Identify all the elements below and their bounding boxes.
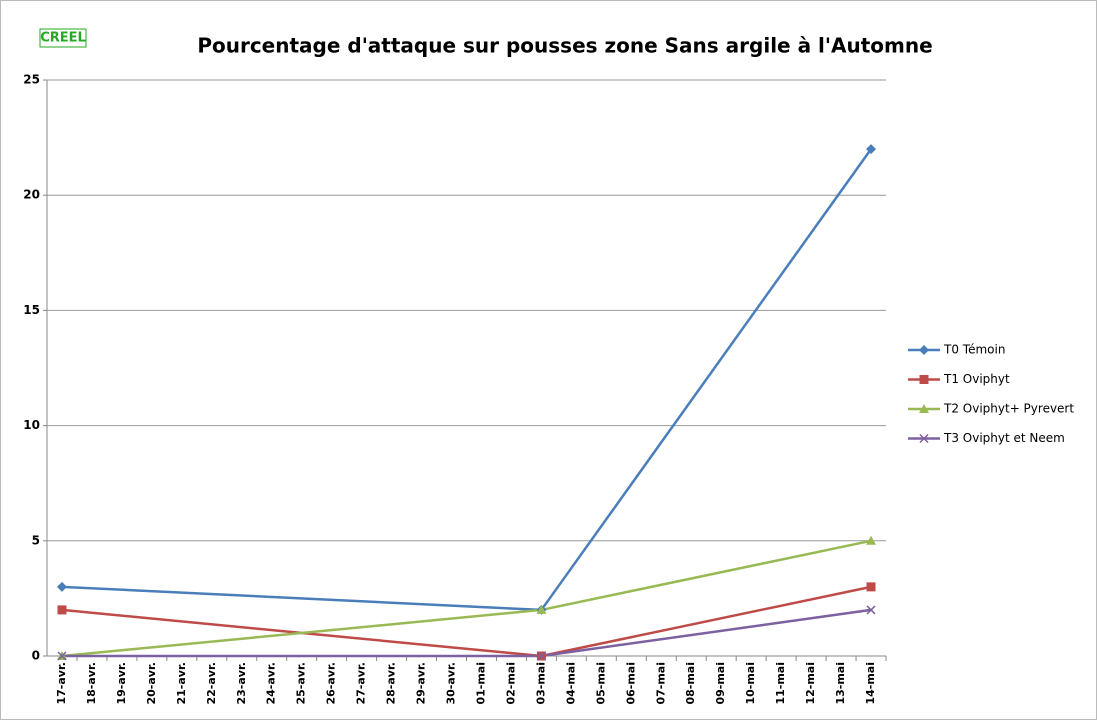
x-tick-label: 19-avr. xyxy=(115,662,128,705)
marker xyxy=(57,651,67,661)
marker xyxy=(866,144,877,155)
x-tick-label: 09-mai xyxy=(714,662,727,705)
y-tick-label: 5 xyxy=(32,533,40,547)
marker xyxy=(866,535,877,545)
x-tick-label: 02-mai xyxy=(504,662,517,705)
marker xyxy=(866,582,876,592)
marker xyxy=(919,345,929,355)
marker xyxy=(536,651,546,661)
logo: CREEL xyxy=(40,31,86,46)
x-tick-label: 07-mai xyxy=(654,662,667,705)
legend-label: T3 Oviphyt et Neem xyxy=(943,431,1065,445)
legend-label: T0 Témoin xyxy=(943,343,1005,357)
x-tick-label: 26-avr. xyxy=(325,662,338,705)
x-tick-label: 18-avr. xyxy=(85,662,98,705)
line-segment xyxy=(540,148,873,611)
y-tick-label: 10 xyxy=(23,418,40,432)
chart-title: Pourcentage d'attaque sur pousses zone S… xyxy=(197,34,932,58)
x-tick-label: 10-mai xyxy=(744,662,757,705)
marker xyxy=(536,604,547,614)
x-tick-label: 17-avr. xyxy=(55,662,68,705)
line-segment xyxy=(61,585,542,612)
legend-label: T2 Oviphyt+ Pyrevert xyxy=(943,402,1074,416)
x-tick-label: 29-avr. xyxy=(415,662,428,705)
marker xyxy=(919,433,929,444)
x-tick-label: 03-mai xyxy=(534,662,547,705)
x-tick-label: 12-mai xyxy=(804,662,817,705)
marker xyxy=(57,605,67,615)
x-tick-label: 14-mai xyxy=(864,662,877,705)
x-tick-label: 21-avr. xyxy=(175,662,188,705)
y-tick-label: 25 xyxy=(23,73,40,87)
x-tick-label: 30-avr. xyxy=(445,662,458,705)
line-segment xyxy=(541,539,872,612)
x-tick-label: 22-avr. xyxy=(205,662,218,705)
x-tick-label: 27-avr. xyxy=(355,662,368,705)
marker xyxy=(56,581,67,592)
x-tick-label: 25-avr. xyxy=(295,662,308,705)
line-segment xyxy=(61,608,542,658)
line-segment xyxy=(541,608,872,658)
x-tick-label: 13-mai xyxy=(834,662,847,705)
y-tick-label: 0 xyxy=(32,649,40,663)
x-tick-label: 11-mai xyxy=(774,662,787,705)
x-tick-label: 01-mai xyxy=(474,662,487,705)
legend-label: T1 Oviphyt xyxy=(943,372,1010,386)
line-segment xyxy=(541,585,872,658)
x-tick-label: 06-mai xyxy=(624,662,637,705)
x-tick-label: 05-mai xyxy=(594,662,607,705)
x-tick-label: 04-mai xyxy=(564,662,577,705)
marker xyxy=(866,605,876,615)
marker xyxy=(919,375,929,384)
x-tick-label: 08-mai xyxy=(684,662,697,705)
logo-box xyxy=(39,28,87,48)
x-tick-label: 20-avr. xyxy=(145,662,158,705)
x-tick-label: 23-avr. xyxy=(235,662,248,705)
y-tick-label: 20 xyxy=(23,188,40,202)
x-tick-label: 24-avr. xyxy=(265,662,278,705)
y-tick-label: 15 xyxy=(23,303,40,317)
marker xyxy=(919,404,929,413)
x-tick-label: 28-avr. xyxy=(385,662,398,705)
